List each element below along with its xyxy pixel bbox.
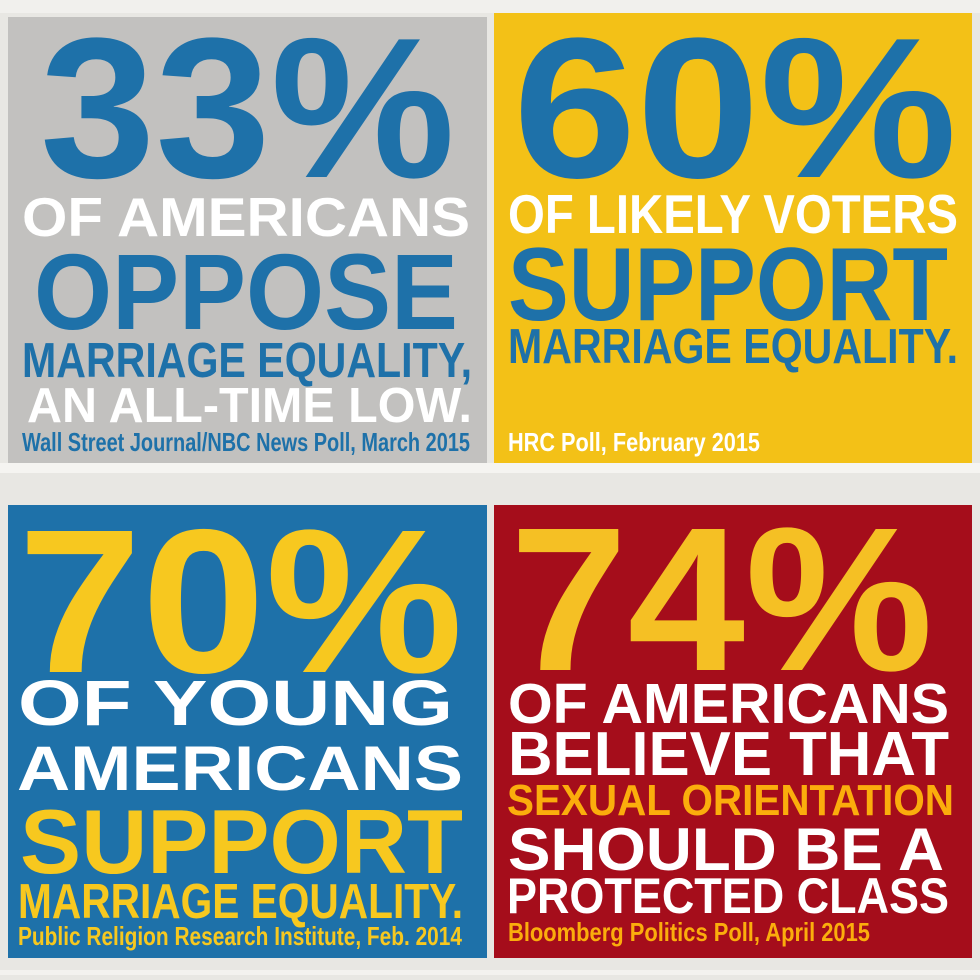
page-margin-top xyxy=(0,0,980,13)
source-attribution: Bloomberg Politics Poll, April 2015 xyxy=(508,917,870,947)
source-attribution: Public Religion Research Institute, Feb.… xyxy=(18,921,462,951)
panel-background xyxy=(494,505,972,958)
stat-value: 33% xyxy=(40,17,455,220)
stat-line-emphasis: SUPPORT xyxy=(20,792,463,893)
stat-line: OF AMERICANS xyxy=(508,672,949,736)
stat-line-emphasis: OPPOSE xyxy=(34,231,458,352)
panel-wsj-nbc-33-canvas: 33% OF AMERICANS OPPOSE MARRIAGE EQUALIT… xyxy=(8,17,487,463)
stat-line: AMERICANS xyxy=(17,734,463,804)
page-margin-bottom xyxy=(0,970,980,975)
stat-value: 60% xyxy=(513,13,957,220)
stat-line: MARRIAGE EQUALITY, xyxy=(22,334,472,388)
panel-hrc-60: 60% OF LIKELY VOTERS SUPPORT MARRIAGE EQ… xyxy=(494,13,972,463)
source-attribution: Wall Street Journal/NBC News Poll, March… xyxy=(22,427,470,457)
panel-prri-70-canvas: 70% OF YOUNG AMERICANS SUPPORT MARRIAGE … xyxy=(8,505,487,958)
stat-line: BELIEVE THAT xyxy=(508,720,949,789)
source-attribution: HRC Poll, February 2015 xyxy=(508,427,760,457)
panel-prri-70: 70% OF YOUNG AMERICANS SUPPORT MARRIAGE … xyxy=(8,505,487,958)
stat-line: OF YOUNG xyxy=(18,667,453,739)
stat-line: MARRIAGE EQUALITY. xyxy=(18,875,463,929)
stat-line-emphasis: SUPPORT xyxy=(508,227,948,343)
panel-bloomberg-74: 74% OF AMERICANS BELIEVE THAT SEXUAL ORI… xyxy=(494,505,972,958)
panel-hrc-60-canvas: 60% OF LIKELY VOTERS SUPPORT MARRIAGE EQ… xyxy=(494,13,972,463)
stat-line: OF AMERICANS xyxy=(22,186,470,248)
panel-bloomberg-74-canvas: 74% OF AMERICANS BELIEVE THAT SEXUAL ORI… xyxy=(494,505,972,958)
stat-line: PROTECTED CLASS xyxy=(507,868,949,924)
row-divider-highlight xyxy=(0,463,980,473)
panel-background xyxy=(8,17,487,463)
stat-value: 70% xyxy=(18,505,463,716)
stat-line: OF LIKELY VOTERS xyxy=(508,183,958,245)
panel-wsj-nbc-33: 33% OF AMERICANS OPPOSE MARRIAGE EQUALIT… xyxy=(8,17,487,463)
stat-line-emphasis: SEXUAL ORIENTATION xyxy=(507,776,954,825)
panel-background xyxy=(8,505,487,958)
panel-background xyxy=(494,13,972,463)
stat-line: SHOULD BE A xyxy=(508,816,944,883)
stat-line: MARRIAGE EQUALITY. xyxy=(508,320,958,374)
stat-value: 74% xyxy=(510,505,933,714)
stat-line: AN ALL-TIME LOW. xyxy=(27,379,472,433)
